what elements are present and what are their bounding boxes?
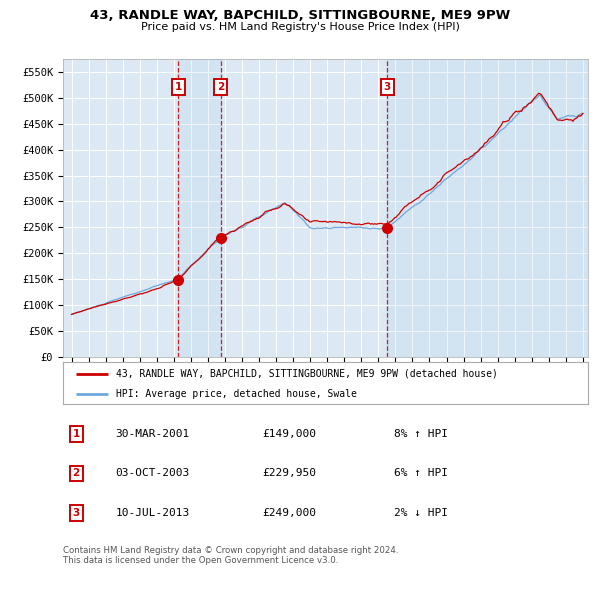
Text: 2: 2 <box>73 468 80 478</box>
Text: 1: 1 <box>175 83 182 92</box>
Text: 6% ↑ HPI: 6% ↑ HPI <box>394 468 448 478</box>
Text: 8% ↑ HPI: 8% ↑ HPI <box>394 429 448 438</box>
Text: £249,000: £249,000 <box>263 509 317 518</box>
Text: 3: 3 <box>383 83 391 92</box>
Text: HPI: Average price, detached house, Swale: HPI: Average price, detached house, Swal… <box>115 389 356 398</box>
Text: £149,000: £149,000 <box>263 429 317 438</box>
Text: 3: 3 <box>73 509 80 518</box>
Text: 1: 1 <box>73 429 80 438</box>
Text: 2: 2 <box>217 83 224 92</box>
Text: 43, RANDLE WAY, BAPCHILD, SITTINGBOURNE, ME9 9PW: 43, RANDLE WAY, BAPCHILD, SITTINGBOURNE,… <box>90 9 510 22</box>
Text: 43, RANDLE WAY, BAPCHILD, SITTINGBOURNE, ME9 9PW (detached house): 43, RANDLE WAY, BAPCHILD, SITTINGBOURNE,… <box>115 369 497 379</box>
Bar <box>178 59 221 357</box>
Text: £229,950: £229,950 <box>263 468 317 478</box>
Text: Price paid vs. HM Land Registry's House Price Index (HPI): Price paid vs. HM Land Registry's House … <box>140 22 460 32</box>
Text: 2% ↓ HPI: 2% ↓ HPI <box>394 509 448 518</box>
Text: 30-MAR-2001: 30-MAR-2001 <box>115 429 190 438</box>
Bar <box>387 59 588 357</box>
Text: Contains HM Land Registry data © Crown copyright and database right 2024.
This d: Contains HM Land Registry data © Crown c… <box>63 546 398 565</box>
Text: 03-OCT-2003: 03-OCT-2003 <box>115 468 190 478</box>
Text: 10-JUL-2013: 10-JUL-2013 <box>115 509 190 518</box>
